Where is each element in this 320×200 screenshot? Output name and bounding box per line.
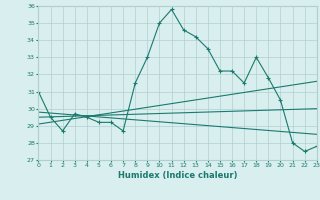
X-axis label: Humidex (Indice chaleur): Humidex (Indice chaleur) xyxy=(118,171,237,180)
